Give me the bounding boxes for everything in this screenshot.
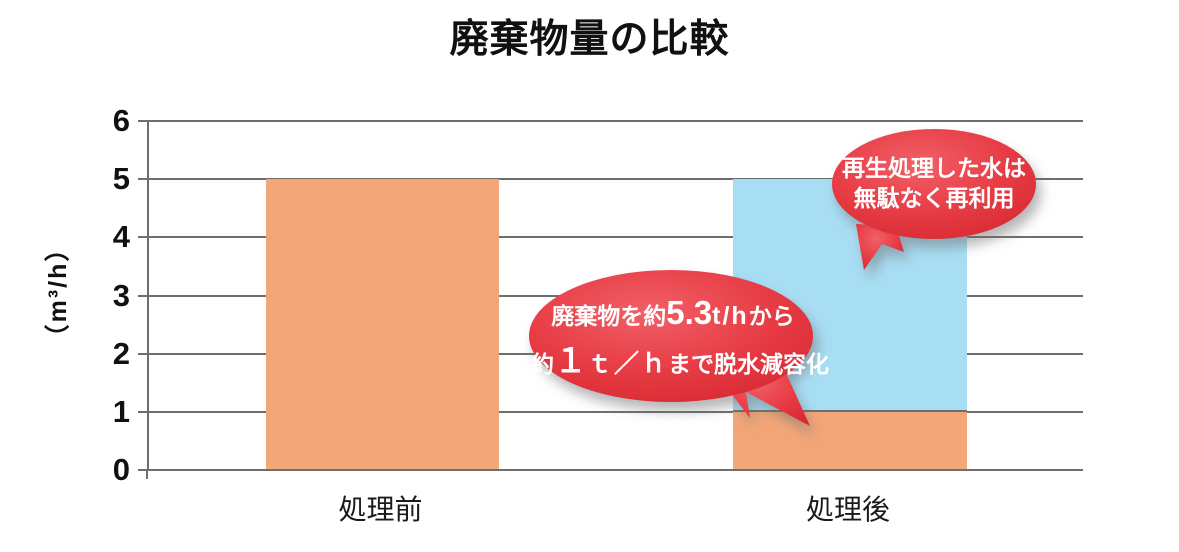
- y-tick-label-3: 3: [112, 277, 130, 313]
- y-tick-label-5: 5: [112, 161, 130, 197]
- y-tick-label-0: 0: [112, 452, 130, 487]
- plot-area: [138, 120, 1083, 471]
- gridline-0: [138, 469, 1083, 471]
- reuse-bubble-tail: [856, 224, 904, 270]
- reuse-line-1: 再生処理した水は: [842, 155, 1026, 181]
- y-tick-label-1: 1: [112, 393, 130, 429]
- reduction-bubble-text: 廃棄物を約5.3t/hから 約１ｔ／ｈまで脱水減容化: [531, 292, 830, 388]
- x-tick-label-after: 処理後: [805, 494, 890, 525]
- y-tick-label-2: 2: [112, 335, 130, 371]
- bar-after-waste-orange: [733, 411, 967, 470]
- gridline-4: [138, 236, 1083, 239]
- bar-before-waste-orange: [266, 179, 499, 470]
- x-tick-label-before: 処理前: [338, 494, 423, 525]
- gridline-1: [138, 410, 1083, 413]
- chart-title: 廃棄物量の比較: [449, 18, 730, 61]
- reuse-bubble-text: 再生処理した水は 無駄なく再利用: [836, 153, 1032, 213]
- y-tick-label-6: 6: [112, 103, 130, 138]
- gridline-6: [138, 120, 1083, 122]
- reduction-bubble-ellipse: [529, 270, 813, 402]
- reuse-line-2: 無駄なく再利用: [853, 185, 1015, 211]
- reduction-line-2: 約１ｔ／ｈまで脱水減容化: [531, 342, 830, 379]
- reduction-bubble-shape: [529, 270, 813, 426]
- reuse-bubble-ellipse: [832, 129, 1036, 239]
- reduction-line-1: 廃棄物を約5.3t/hから: [551, 294, 795, 331]
- gridline-5: [138, 178, 1083, 181]
- x-axis-origin-tick: [146, 470, 148, 479]
- y-tick-label-4: 4: [112, 219, 130, 255]
- reuse-bubble-shape: [832, 129, 1036, 270]
